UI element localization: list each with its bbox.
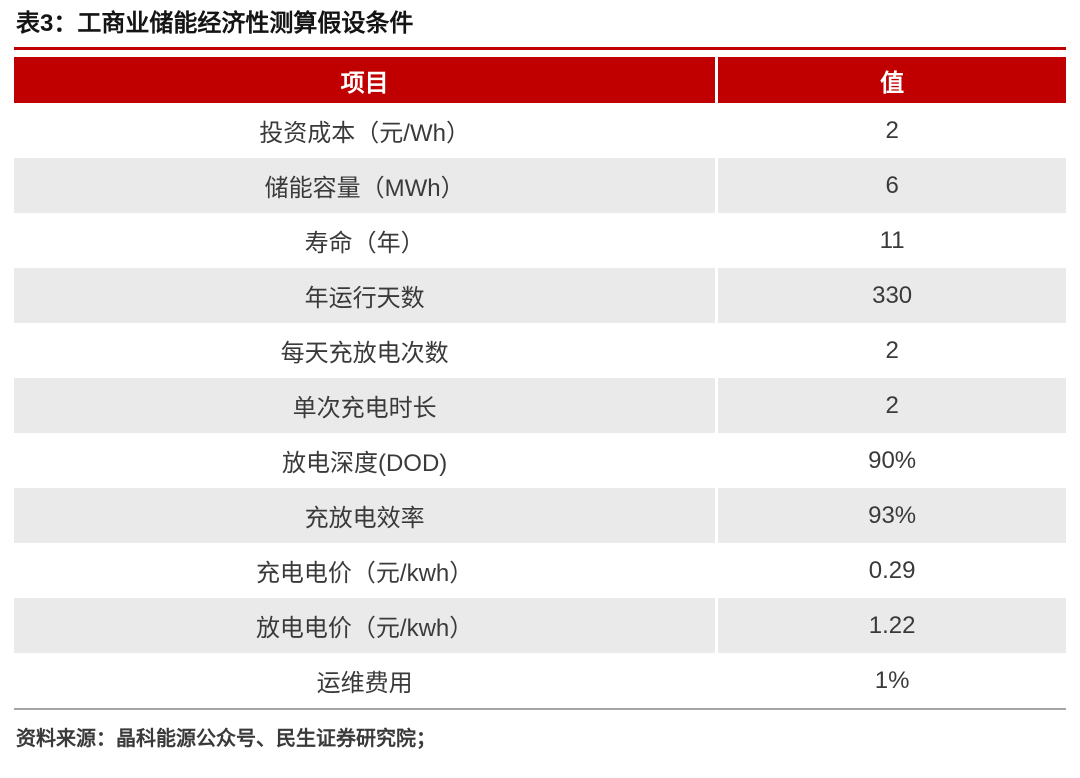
item-cell: 充电电价（元/kwh）	[14, 543, 717, 599]
item-cell: 年运行天数	[14, 268, 717, 324]
table-row: 充电电价（元/kwh） 0.29	[14, 543, 1066, 599]
item-cell: 储能容量（MWh）	[14, 158, 717, 214]
value-cell: 90%	[715, 433, 1066, 489]
figure-title: 表3：工商业储能经济性测算假设条件	[16, 10, 414, 37]
item-cell: 单次充电时长	[14, 378, 717, 434]
item-cell: 放电电价（元/kwh）	[14, 598, 717, 654]
table-row: 放电深度(DOD) 90%	[14, 433, 1066, 489]
source-note: 资料来源：晶科能源公众号、民生证券研究院；	[16, 728, 436, 751]
table-row: 充放电效率 93%	[14, 488, 1066, 544]
table-row: 单次充电时长 2	[14, 378, 1066, 434]
value-cell: 330	[715, 268, 1066, 324]
column-header-item: 项目	[14, 57, 717, 104]
table-row: 每天充放电次数 2	[14, 323, 1066, 379]
table-row: 储能容量（MWh） 6	[14, 158, 1066, 214]
column-header-value: 值	[715, 57, 1066, 104]
value-cell: 93%	[715, 488, 1066, 544]
value-cell: 1%	[715, 653, 1066, 709]
item-cell: 每天充放电次数	[14, 323, 717, 379]
table-row: 运维费用 1%	[14, 653, 1066, 709]
value-cell: 2	[715, 323, 1066, 379]
title-rule	[14, 47, 1066, 51]
value-cell: 1.22	[715, 598, 1066, 654]
value-cell: 0.29	[715, 543, 1066, 599]
item-cell: 运维费用	[14, 653, 717, 709]
bottom-rule	[14, 708, 1066, 711]
item-cell: 充放电效率	[14, 488, 717, 544]
item-cell: 放电深度(DOD)	[14, 433, 717, 489]
table-row: 寿命（年） 11	[14, 213, 1066, 269]
table-row: 放电电价（元/kwh） 1.22	[14, 598, 1066, 654]
value-cell: 6	[715, 158, 1066, 214]
value-cell: 2	[715, 103, 1066, 159]
value-cell: 11	[715, 213, 1066, 269]
value-cell: 2	[715, 378, 1066, 434]
assumptions-table: 项目 值 投资成本（元/Wh） 2 储能容量（MWh） 6 寿命（年） 11 年…	[14, 57, 1066, 709]
item-cell: 寿命（年）	[14, 213, 717, 269]
item-cell: 投资成本（元/Wh）	[14, 103, 717, 159]
table-row: 投资成本（元/Wh） 2	[14, 103, 1066, 159]
header-row: 项目 值	[14, 57, 1066, 104]
table-row: 年运行天数 330	[14, 268, 1066, 324]
